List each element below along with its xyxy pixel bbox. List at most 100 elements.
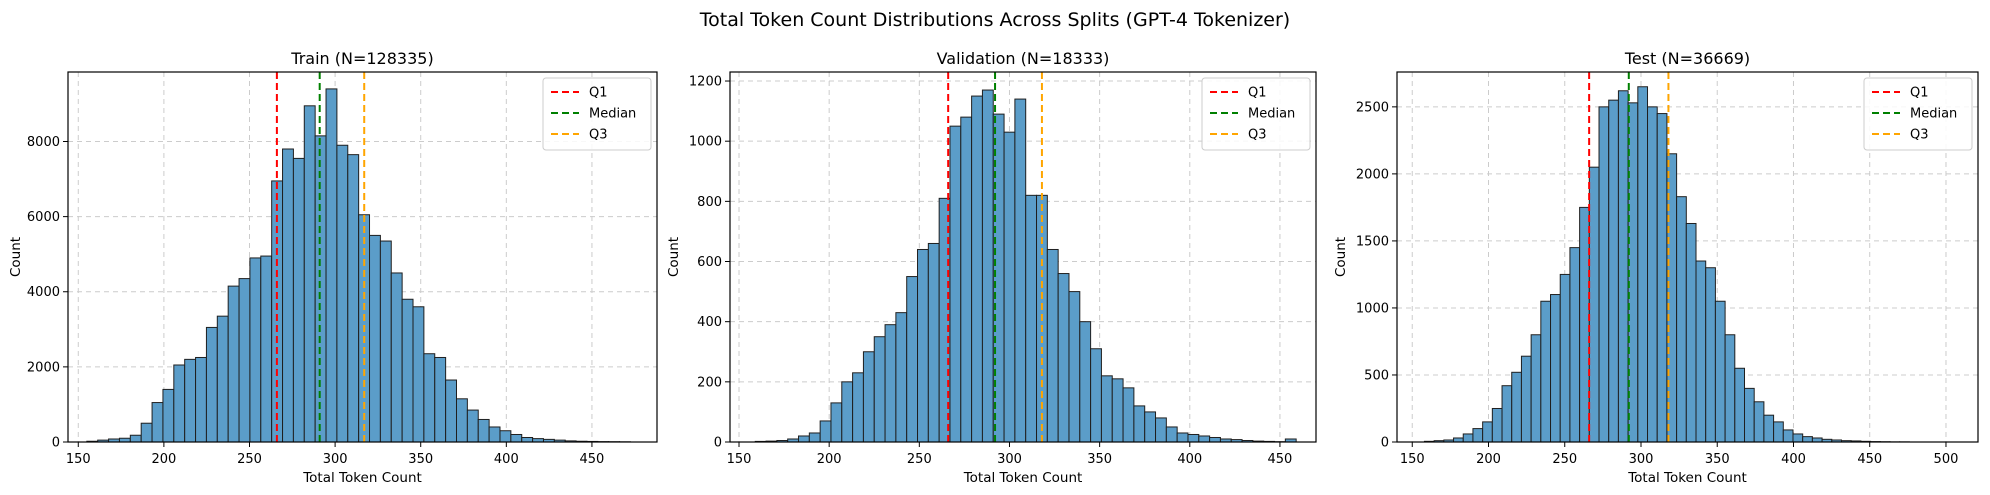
- histogram-bar: [445, 379, 458, 443]
- panel-0: 150 200 250 300 350 400 450 0 2000 4000 6000 8000 Tr…: [8, 49, 658, 486]
- histogram-bar: [1520, 355, 1532, 443]
- histogram-bar: [1165, 426, 1178, 443]
- histogram-bar: [423, 353, 436, 443]
- legend-box: [1863, 77, 1973, 151]
- histogram-bar: [1209, 436, 1221, 443]
- histogram-bar: [129, 434, 142, 443]
- x-tick-label: 400: [1177, 452, 1202, 467]
- y-tick-label: 500: [1364, 368, 1389, 383]
- histogram-bar: [162, 388, 175, 443]
- x-tick-label: 300: [323, 452, 348, 467]
- histogram-bar: [1647, 106, 1658, 443]
- axes-frame: [729, 71, 1317, 443]
- x-axis-label: Total Token Count: [963, 470, 1083, 486]
- x-tick-label: 300: [997, 452, 1022, 467]
- x-tick-label: 400: [1781, 452, 1806, 467]
- histogram-bar: [1176, 432, 1189, 443]
- x-tick-label: 350: [1705, 452, 1730, 467]
- y-tick-label: 0: [1381, 436, 1389, 451]
- histogram-bar: [1003, 131, 1016, 443]
- histogram-bar: [1198, 435, 1211, 443]
- histogram-bar: [216, 315, 229, 443]
- legend-box: [1201, 77, 1311, 151]
- histogram-bar: [1100, 375, 1113, 443]
- histogram-bar: [873, 336, 886, 443]
- x-axis-label: Total Token Count: [302, 470, 422, 486]
- histogram-bar: [466, 409, 479, 443]
- chart-panels: 150 200 250 300 350 400 45002000400060008000Tr…: [8, 49, 1979, 486]
- histogram-bar: [347, 154, 360, 443]
- x-tick-label: 250: [1552, 452, 1577, 467]
- histogram-bar: [808, 432, 821, 443]
- histogram-bar: [488, 426, 501, 443]
- histogram-bar: [303, 105, 316, 443]
- y-tick-label: 8000: [27, 135, 60, 150]
- histogram-bar: [1133, 405, 1146, 443]
- legend: Q1 Median Q3: [542, 77, 652, 151]
- x-tick-label: 200: [817, 452, 842, 467]
- histogram-bar: [1744, 387, 1755, 443]
- histogram-bar: [830, 402, 843, 443]
- histogram-bar: [1057, 273, 1070, 443]
- histogram-bar: [1695, 260, 1707, 443]
- histogram-bar: [981, 89, 994, 443]
- histogram-bar: [1090, 348, 1102, 443]
- y-tick-label: 1200: [689, 75, 722, 90]
- y-tick-label: 800: [697, 195, 722, 210]
- x-tick-label: 500: [1934, 452, 1959, 467]
- x-tick-label: 450: [580, 452, 605, 467]
- histogram-bar: [895, 312, 908, 443]
- histogram-bar: [379, 240, 392, 443]
- legend-label-q1: Q1: [1910, 86, 1929, 101]
- legend-label-q3: Q3: [1910, 128, 1929, 143]
- histogram-bar: [184, 358, 197, 443]
- histogram-bar: [434, 356, 447, 443]
- y-tick-label: 2500: [1356, 100, 1389, 115]
- histogram-bar: [151, 402, 164, 443]
- histogram-bar: [884, 324, 897, 443]
- legend: Q1 Median Q3: [1863, 77, 1973, 151]
- y-tick-label: 1000: [689, 135, 722, 150]
- histogram-bar: [1588, 166, 1600, 443]
- histogram-bar: [1811, 437, 1823, 443]
- histogram-bar: [1540, 300, 1552, 443]
- y-tick-label: 2000: [1356, 167, 1389, 182]
- x-tick-label: 200: [1476, 452, 1501, 467]
- histogram-bar: [1122, 387, 1135, 443]
- y-tick-label: 6000: [27, 210, 60, 225]
- y-axis-label: Count: [1333, 237, 1349, 277]
- histogram-bar: [1550, 294, 1561, 443]
- y-tick-label: 600: [697, 255, 722, 270]
- histogram-bar: [369, 234, 381, 443]
- histogram-bar: [852, 372, 864, 443]
- histogram-bar: [1559, 273, 1571, 443]
- histogram-bar: [1155, 417, 1167, 443]
- histogram-bar: [510, 433, 523, 443]
- x-tick-label: 400: [494, 452, 519, 467]
- histogram-bar: [401, 298, 414, 443]
- histogram-bar: [521, 436, 534, 443]
- histogram-bar: [1472, 428, 1484, 443]
- histogram-bar: [917, 248, 929, 443]
- y-tick-label: 0: [52, 436, 60, 451]
- histogram-bar: [1724, 334, 1736, 443]
- histogram-bar: [1491, 407, 1503, 443]
- x-tick-label: 350: [408, 452, 433, 467]
- histogram-bar: [1705, 267, 1716, 443]
- y-tick-label: 0: [714, 436, 722, 451]
- x-tick-label: 350: [1087, 452, 1112, 467]
- x-tick-label: 300: [1629, 452, 1654, 467]
- histogram-bar: [390, 272, 403, 443]
- histogram-bar: [1773, 421, 1784, 443]
- histogram-bar: [960, 116, 973, 443]
- x-tick-label: 150: [66, 452, 91, 467]
- x-tick-label: 450: [1857, 452, 1882, 467]
- y-tick-label: 2000: [27, 360, 60, 375]
- histogram-bar: [1144, 411, 1157, 443]
- histogram-bar: [1569, 247, 1581, 443]
- x-tick-label: 200: [151, 452, 176, 467]
- histogram-bar: [1501, 385, 1513, 443]
- histogram-bar: [1482, 421, 1493, 443]
- histogram-bar: [499, 430, 512, 443]
